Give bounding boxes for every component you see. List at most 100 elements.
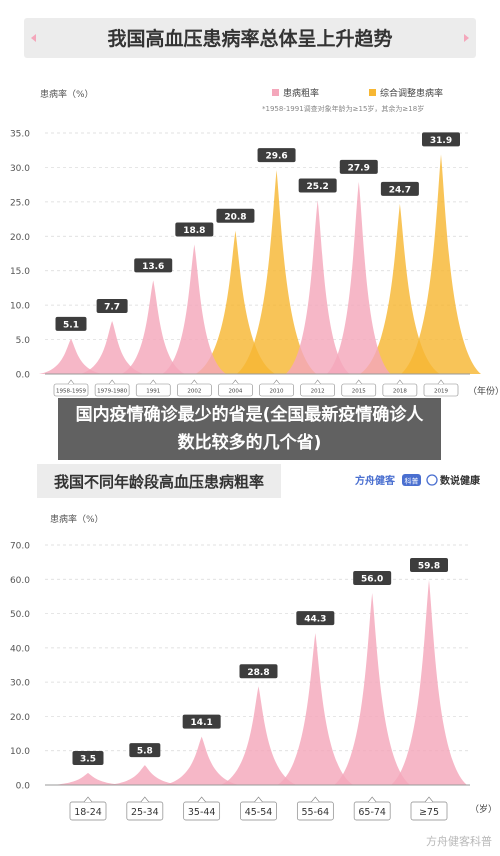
chart-2-data-label-bg — [239, 664, 278, 679]
chart-1-data-label-bg — [55, 316, 87, 331]
chart-1-x-tick: 2004 — [228, 389, 242, 395]
chart-1-title: 我国高血压患病率总体呈上升趋势 — [107, 27, 392, 50]
chart-2-title-banner — [37, 464, 281, 498]
chart-2-data-label: 59.8 — [418, 561, 440, 571]
chart-2-data-label-bg — [129, 743, 161, 758]
chart-2-area-peak — [163, 736, 240, 785]
chart-1-y-tick: 10.0 — [10, 302, 30, 312]
watermark: 方舟健客科普 — [426, 835, 492, 848]
chart-2-x-tick: 55-64 — [302, 807, 330, 818]
chart-1-data-label: 20.8 — [224, 212, 246, 222]
chart-1-x-tick: 2015 — [352, 389, 366, 395]
chart-2-y-tick: 30.0 — [10, 679, 30, 689]
chart-1-data-label: 31.9 — [430, 136, 452, 146]
chart-1-area-peak — [326, 181, 391, 374]
chart-2-y-tick: 20.0 — [10, 713, 30, 723]
chart-2-area-peak — [50, 773, 126, 785]
chart-2-area-peak — [106, 765, 183, 785]
brand-2-logo-icon — [426, 474, 438, 486]
chart-2-x-tick-pointer-icon — [140, 796, 150, 803]
chart-2-data-label: 28.8 — [247, 668, 269, 678]
chart-1-x-tick: 1991 — [146, 389, 160, 395]
brand-1-badge: 科普 — [405, 477, 419, 486]
chart-1-x-tick-pointer-icon — [314, 379, 321, 385]
chart-1-y-tick: 15.0 — [10, 267, 30, 277]
chart-2-y-tick: 60.0 — [10, 576, 30, 586]
chart-2-data-label-bg — [296, 611, 335, 626]
chart-1-data-label-bg — [96, 298, 128, 313]
chart-2-data-label: 5.8 — [137, 747, 153, 757]
chart-2-x-tick-pointer-icon — [367, 796, 377, 803]
chart-2-data-label: 56.0 — [361, 575, 383, 585]
chart-2-area-peak — [277, 633, 354, 785]
chart-2-area-peak — [334, 593, 411, 785]
chart-1-data-label-bg — [257, 148, 296, 163]
chart-1-y-tick: 5.0 — [16, 336, 31, 346]
brand-1-name: 方舟健客 — [355, 474, 396, 487]
chart-1-data-label-bg — [422, 132, 460, 147]
brand-1-badge-bg — [402, 474, 421, 486]
chart-1-area-peak — [39, 338, 103, 374]
chart-1-x-tick-pointer-icon — [355, 379, 363, 385]
legend-label-crude: 患病粗率 — [283, 87, 319, 99]
chart-1-x-tick-pointer-icon — [67, 379, 75, 385]
chart-1-y-tick: 30.0 — [10, 164, 30, 174]
chart-1-x-tick-pointer-icon — [149, 379, 157, 385]
chart-1-x-axis-title: （年份） — [468, 385, 500, 397]
chart-2-data-label-bg — [72, 751, 104, 765]
chart-1-data-label-bg — [298, 178, 337, 193]
chart-2-data-label-bg — [410, 557, 448, 572]
chart-2-title: 我国不同年龄段高血压患病粗率 — [54, 473, 264, 491]
legend-label-adjusted: 综合调整患病率 — [380, 87, 443, 99]
chart-1-data-label: 29.6 — [265, 152, 287, 162]
chart-1-area-peak — [359, 203, 440, 374]
chart-2-x-tick: 25-34 — [131, 807, 159, 818]
chart-2-y-tick: 40.0 — [10, 644, 30, 654]
chart-2-x-tick: 65-74 — [358, 807, 386, 818]
chart-2-data-label: 14.1 — [191, 718, 213, 728]
chart-2-area-peak — [391, 579, 467, 785]
chart-2-x-tick-pointer-icon — [254, 796, 263, 803]
chart-2-x-tick-pointer-icon — [311, 796, 320, 803]
chart-1-data-label: 24.7 — [389, 185, 411, 195]
chart-1-area-peak — [285, 200, 350, 374]
overlay-title: 国内疫情确诊最少的省是(全国最新疫情确诊人数比较多的几个省) — [58, 398, 441, 460]
chart-1-x-tick-pointer-icon — [232, 379, 239, 385]
legend-swatch-adjusted — [369, 89, 376, 96]
chart-1-data-label: 5.1 — [63, 320, 79, 330]
banner-left-arrow-icon — [31, 34, 36, 42]
chart-1-x-tick-pointer-icon — [191, 379, 198, 385]
chart-1-x-tick: 2002 — [187, 389, 201, 395]
chart-1-area-peak — [162, 244, 227, 374]
chart-1-data-label: 27.9 — [348, 163, 370, 173]
chart-2-area-peak — [220, 686, 297, 785]
chart-1-x-tick: 2012 — [311, 389, 325, 395]
chart-2-y-tick: 50.0 — [10, 610, 30, 620]
chart-2-x-tick: 18-24 — [74, 807, 102, 818]
chart-2-data-label: 44.3 — [304, 615, 326, 625]
chart-1-x-tick-pointer-icon — [396, 379, 404, 385]
chart-2-y-tick: 70.0 — [10, 542, 30, 552]
chart-1-area-peak — [121, 280, 186, 374]
legend-swatch-crude — [272, 89, 279, 96]
chart-1-data-label-bg — [216, 208, 255, 223]
chart-1-area-peak — [236, 170, 317, 374]
chart-2-y-tick: 10.0 — [10, 747, 30, 757]
chart-1-x-tick-pointer-icon — [108, 379, 116, 385]
chart-1-x-tick: 2010 — [270, 389, 284, 395]
chart-1-data-label-bg — [134, 258, 173, 273]
chart-1-data-label-bg — [339, 159, 378, 174]
chart-2-y-axis-title: 患病率（%） — [50, 513, 104, 525]
chart-1-data-label: 25.2 — [307, 182, 329, 192]
brand-2-name: 数说健康 — [440, 474, 481, 487]
chart-1-data-label: 13.6 — [142, 262, 164, 272]
chart-2-x-tick: ≥75 — [419, 807, 439, 818]
chart-2-x-tick: 35-44 — [188, 807, 216, 818]
chart-2-x-tick: 45-54 — [245, 807, 273, 818]
chart-1-y-axis-title: 患病率（%） — [40, 88, 94, 100]
chart-1-data-label-bg — [380, 181, 419, 196]
chart-2-data-label: 3.5 — [80, 755, 96, 765]
chart-2-data-label-bg — [353, 571, 392, 585]
